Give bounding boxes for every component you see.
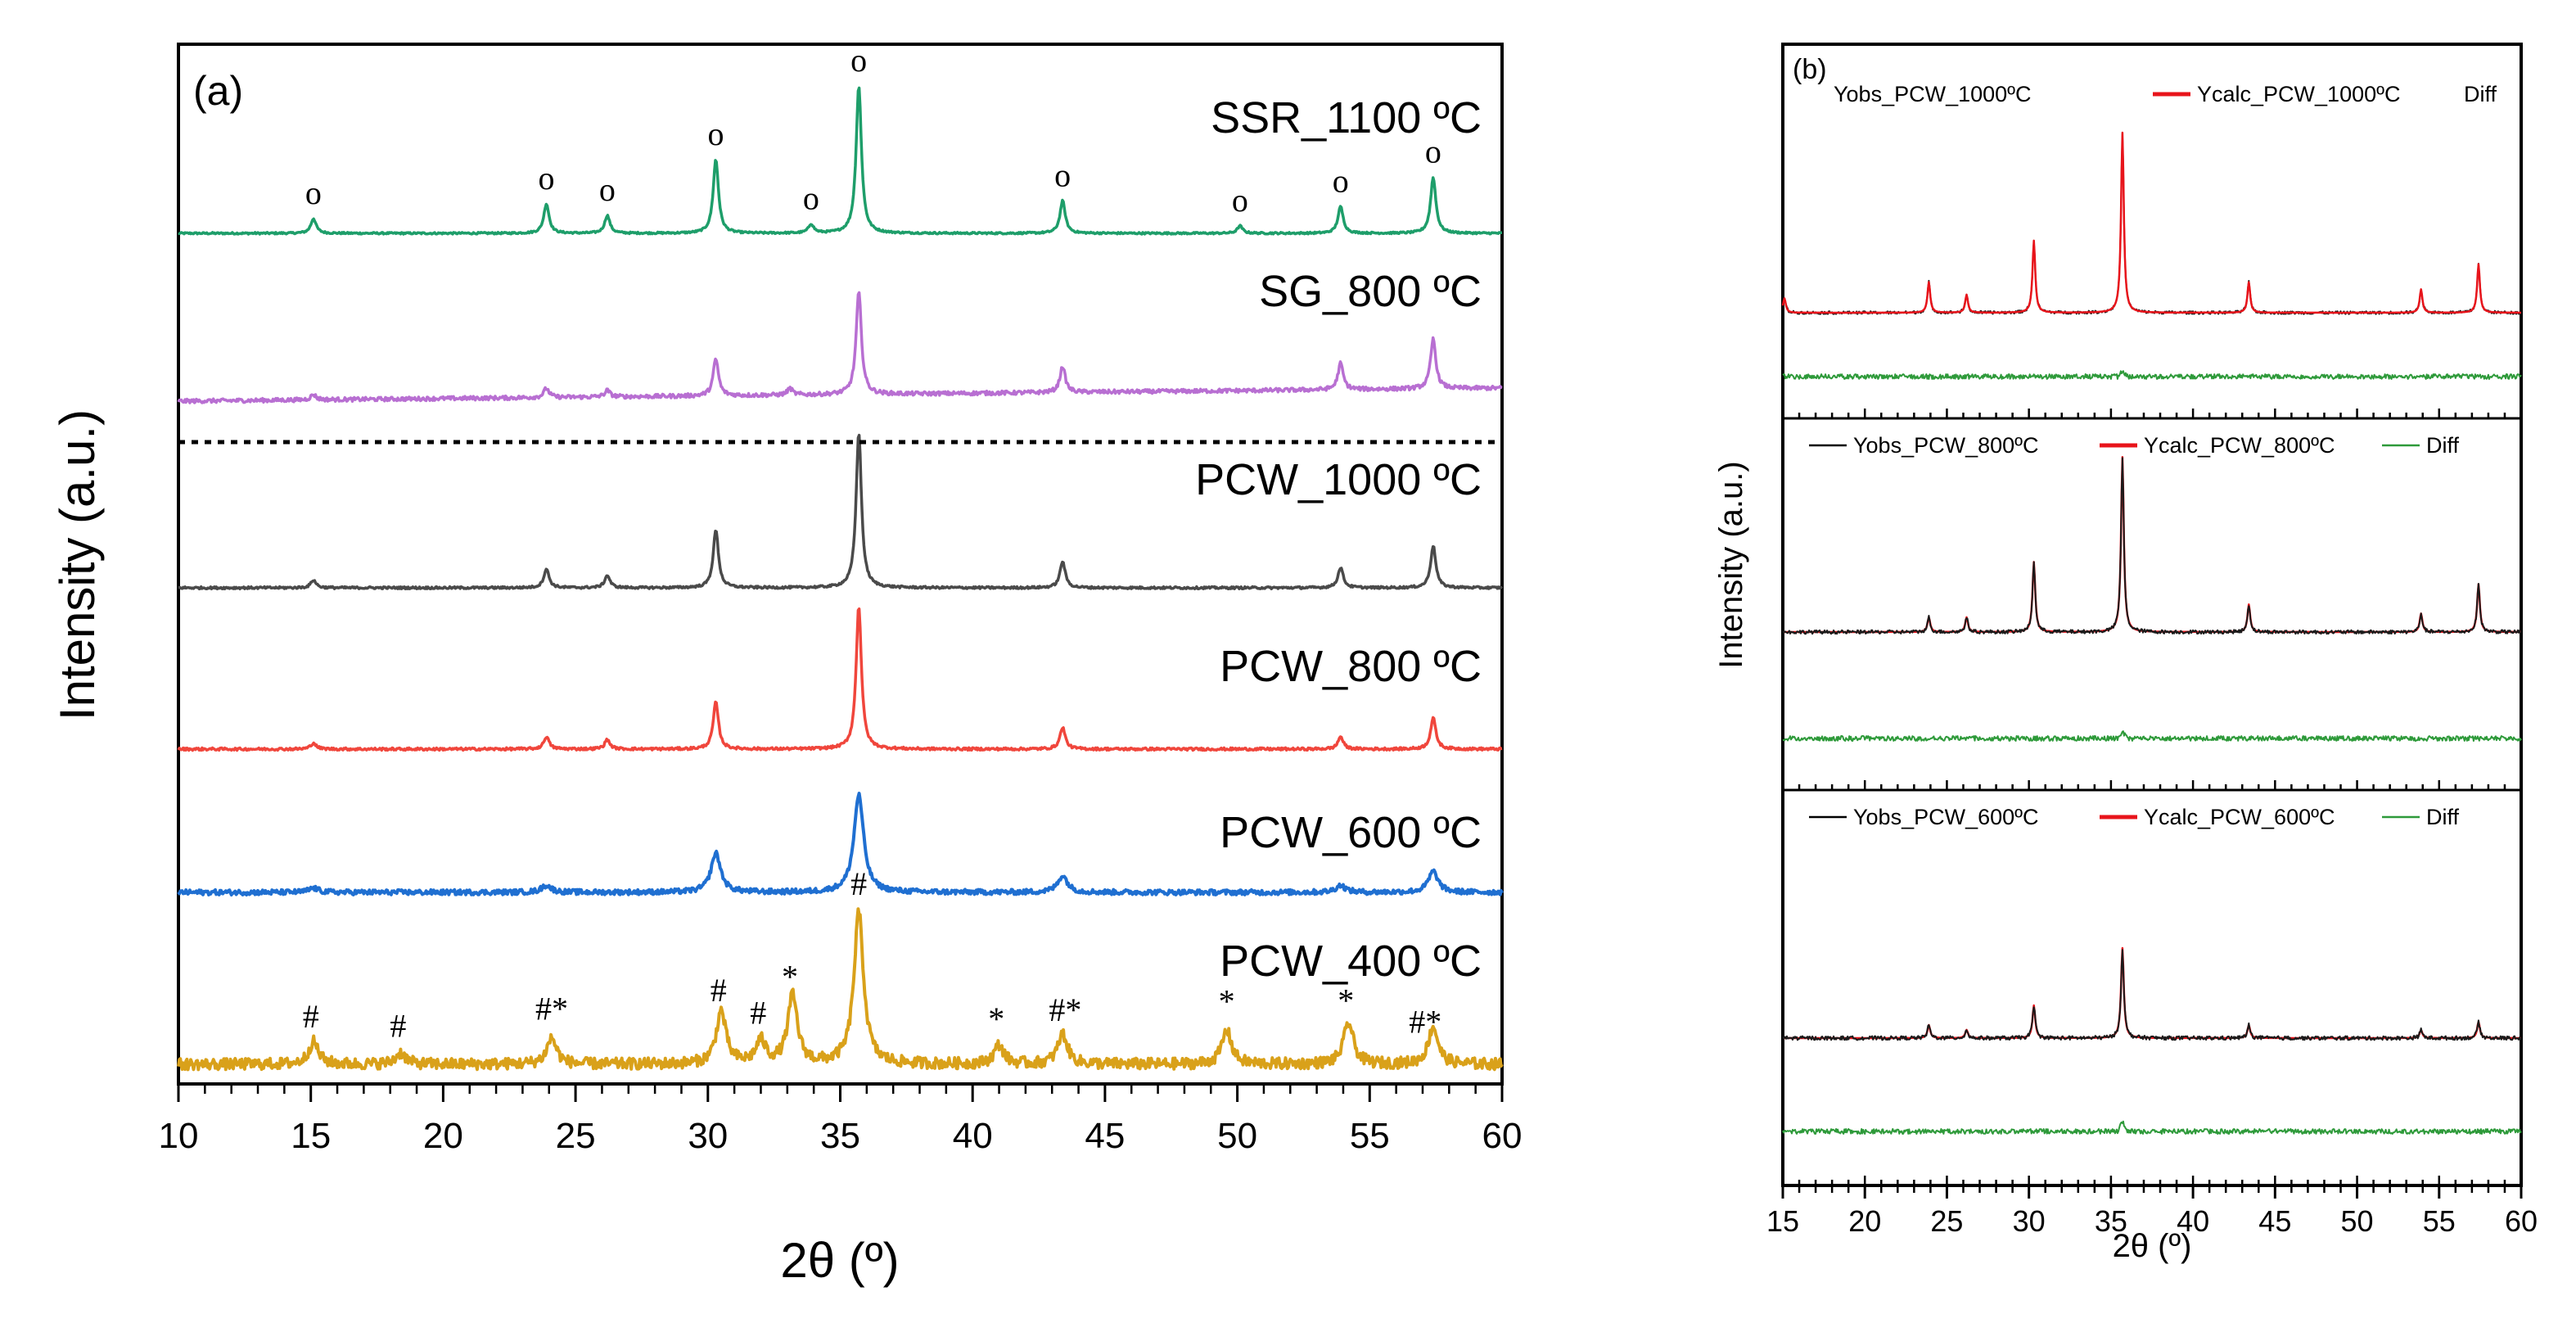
panel-a-peak-marker: o <box>708 115 724 152</box>
panel-a-x-tick-label: 15 <box>291 1116 331 1156</box>
panel-a-peak-marker: * <box>1219 982 1235 1019</box>
panel-b-x-tick-label: 50 <box>2341 1204 2374 1238</box>
panel-a-series-line <box>178 86 1503 236</box>
panel-a-x-tick-label: 60 <box>1482 1116 1523 1156</box>
panel-b-frame <box>1781 43 2523 1187</box>
panel-b-ycalc-line <box>1782 455 2522 634</box>
panel-b-label: (b) <box>1793 54 1827 85</box>
panel-b-plot-area: Yobs_PCW_1000ºC Ycalc_PCW_1000ºC Diff Yobs_… <box>1781 82 2523 1185</box>
panel-b-legend-entry: Diff <box>2426 805 2460 829</box>
panel-b-ycalc-line <box>1782 946 2522 1040</box>
panel-b-x-tick-label: 40 <box>2177 1204 2209 1238</box>
panel-b-legend-entry: Yobs_PCW_600ºC <box>1853 805 2039 829</box>
panel-a-series-line <box>177 607 1503 752</box>
panel-b-diff-line <box>1782 730 2522 742</box>
panel-a-series-label: PCW_800 ºC <box>1220 642 1482 691</box>
panel-b-yobs-line <box>1782 949 2522 1041</box>
panel-b-diff-line <box>1782 1120 2522 1135</box>
panel-a-x-tick-label: 55 <box>1350 1116 1390 1156</box>
panel-a-peak-marker: # <box>750 995 766 1032</box>
panel-b-x-tick-label: 30 <box>2013 1204 2046 1238</box>
panel-b-x-tick-label: 45 <box>2258 1204 2291 1238</box>
panel-b-legend-entry: Diff <box>2464 82 2497 106</box>
panel-b-x-axis: 15 20 25 30 35 40 45 50 55 60 <box>1766 1185 2538 1238</box>
panel-b-x-tick-label: 20 <box>1848 1204 1881 1238</box>
panel-a-series-label: SSR_1100 ºC <box>1211 93 1482 142</box>
panel-a-x-axis-label: 2θ (º) <box>780 1233 899 1288</box>
panel-a-label: (a) <box>193 68 243 114</box>
panel-b-yobs-line <box>1782 133 2522 315</box>
panel-b-x-tick-label: 35 <box>2095 1204 2127 1238</box>
panel-a-series-label: PCW_600 ºC <box>1220 808 1482 857</box>
panel-a-x-tick-label: 45 <box>1085 1116 1125 1156</box>
panel-b-x-axis-label: 2θ (º) <box>2113 1228 2192 1264</box>
panel-a-peak-marker: # <box>303 998 319 1035</box>
panel-a-x-tick-label: 25 <box>556 1116 596 1156</box>
panel-a-peak-marker: * <box>782 958 798 995</box>
panel-b-x-tick-label: 55 <box>2423 1204 2456 1238</box>
panel-a-peak-marker: # <box>390 1007 406 1044</box>
panel-a-frame <box>177 43 1504 1086</box>
panel-b-y-axis-label: Intensity (a.u.) <box>1713 461 1749 668</box>
panel-b-x-tick-label: 15 <box>1766 1204 1799 1238</box>
panel-a-peak-marker: o <box>803 179 819 216</box>
panel-a-x-tick-label: 30 <box>688 1116 728 1156</box>
panel-a-peak-marker: o <box>1232 182 1248 219</box>
panel-a-x-tick-label: 50 <box>1217 1116 1257 1156</box>
panel-b-legend-entry: Yobs_PCW_1000ºC <box>1834 82 2032 106</box>
panel-b-legend-entry: Diff <box>2426 433 2460 458</box>
panel-a-series-line <box>177 907 1504 1072</box>
panel-b-yobs-line <box>1782 457 2522 635</box>
panel-a-peak-marker: o <box>1333 162 1349 199</box>
panel-a-peak-marker: # <box>711 972 727 1009</box>
panel-a-peak-marker: #* <box>1409 1004 1441 1041</box>
panel-a-peak-marker: o <box>1425 133 1441 170</box>
panel-a-peak-marker: # <box>850 865 867 902</box>
panel-b-x-tick-label: 25 <box>1930 1204 1963 1238</box>
panel-b-legend-entry: Yobs_PCW_800ºC <box>1853 433 2039 458</box>
panel-a-peak-marker: o <box>1054 156 1071 193</box>
panel-a-x-tick-label: 40 <box>953 1116 993 1156</box>
panel-b-ycalc-line <box>1781 131 2522 314</box>
panel-a-series-label: PCW_1000 ºC <box>1195 455 1482 504</box>
panel-b-legend-entry: Ycalc_PCW_1000ºC <box>2197 82 2400 106</box>
panel-a-peak-marker: #* <box>1049 991 1081 1028</box>
panel-a-series-line <box>177 291 1503 404</box>
panel-a-y-axis-label: Intensity (a.u.) <box>50 409 105 720</box>
panel-a-series-label: SG_800 ºC <box>1259 267 1482 316</box>
panel-b-legend-entry: Ycalc_PCW_800ºC <box>2144 433 2335 458</box>
panel-a-peak-marker: #* <box>535 991 568 1027</box>
panel-a-peak-marker: o <box>850 42 867 79</box>
panel-a-x-axis: 10 15 20 25 30 35 40 45 50 55 60 <box>159 1084 1523 1156</box>
panel-a-x-tick-label: 35 <box>820 1116 860 1156</box>
panel-a-series-label: PCW_400 ºC <box>1220 937 1482 986</box>
panel-a-series-line <box>178 433 1504 591</box>
panel-b-x-tick-label: 60 <box>2505 1204 2538 1238</box>
panel-a-x-tick-label: 10 <box>159 1116 199 1156</box>
panel-a-x-tick-label: 20 <box>423 1116 463 1156</box>
panel-a-peak-marker: * <box>1338 982 1354 1019</box>
panel-a-peak-marker: o <box>539 160 555 196</box>
panel-b-diff-line <box>1782 370 2522 380</box>
panel-b-legend-entry: Ycalc_PCW_600ºC <box>2144 805 2335 829</box>
panel-a-peak-marker: * <box>988 1000 1004 1037</box>
panel-a-peak-marker: o <box>599 171 616 208</box>
panel-a-series-line <box>177 792 1504 896</box>
panel-a-peak-marker: o <box>305 174 322 211</box>
